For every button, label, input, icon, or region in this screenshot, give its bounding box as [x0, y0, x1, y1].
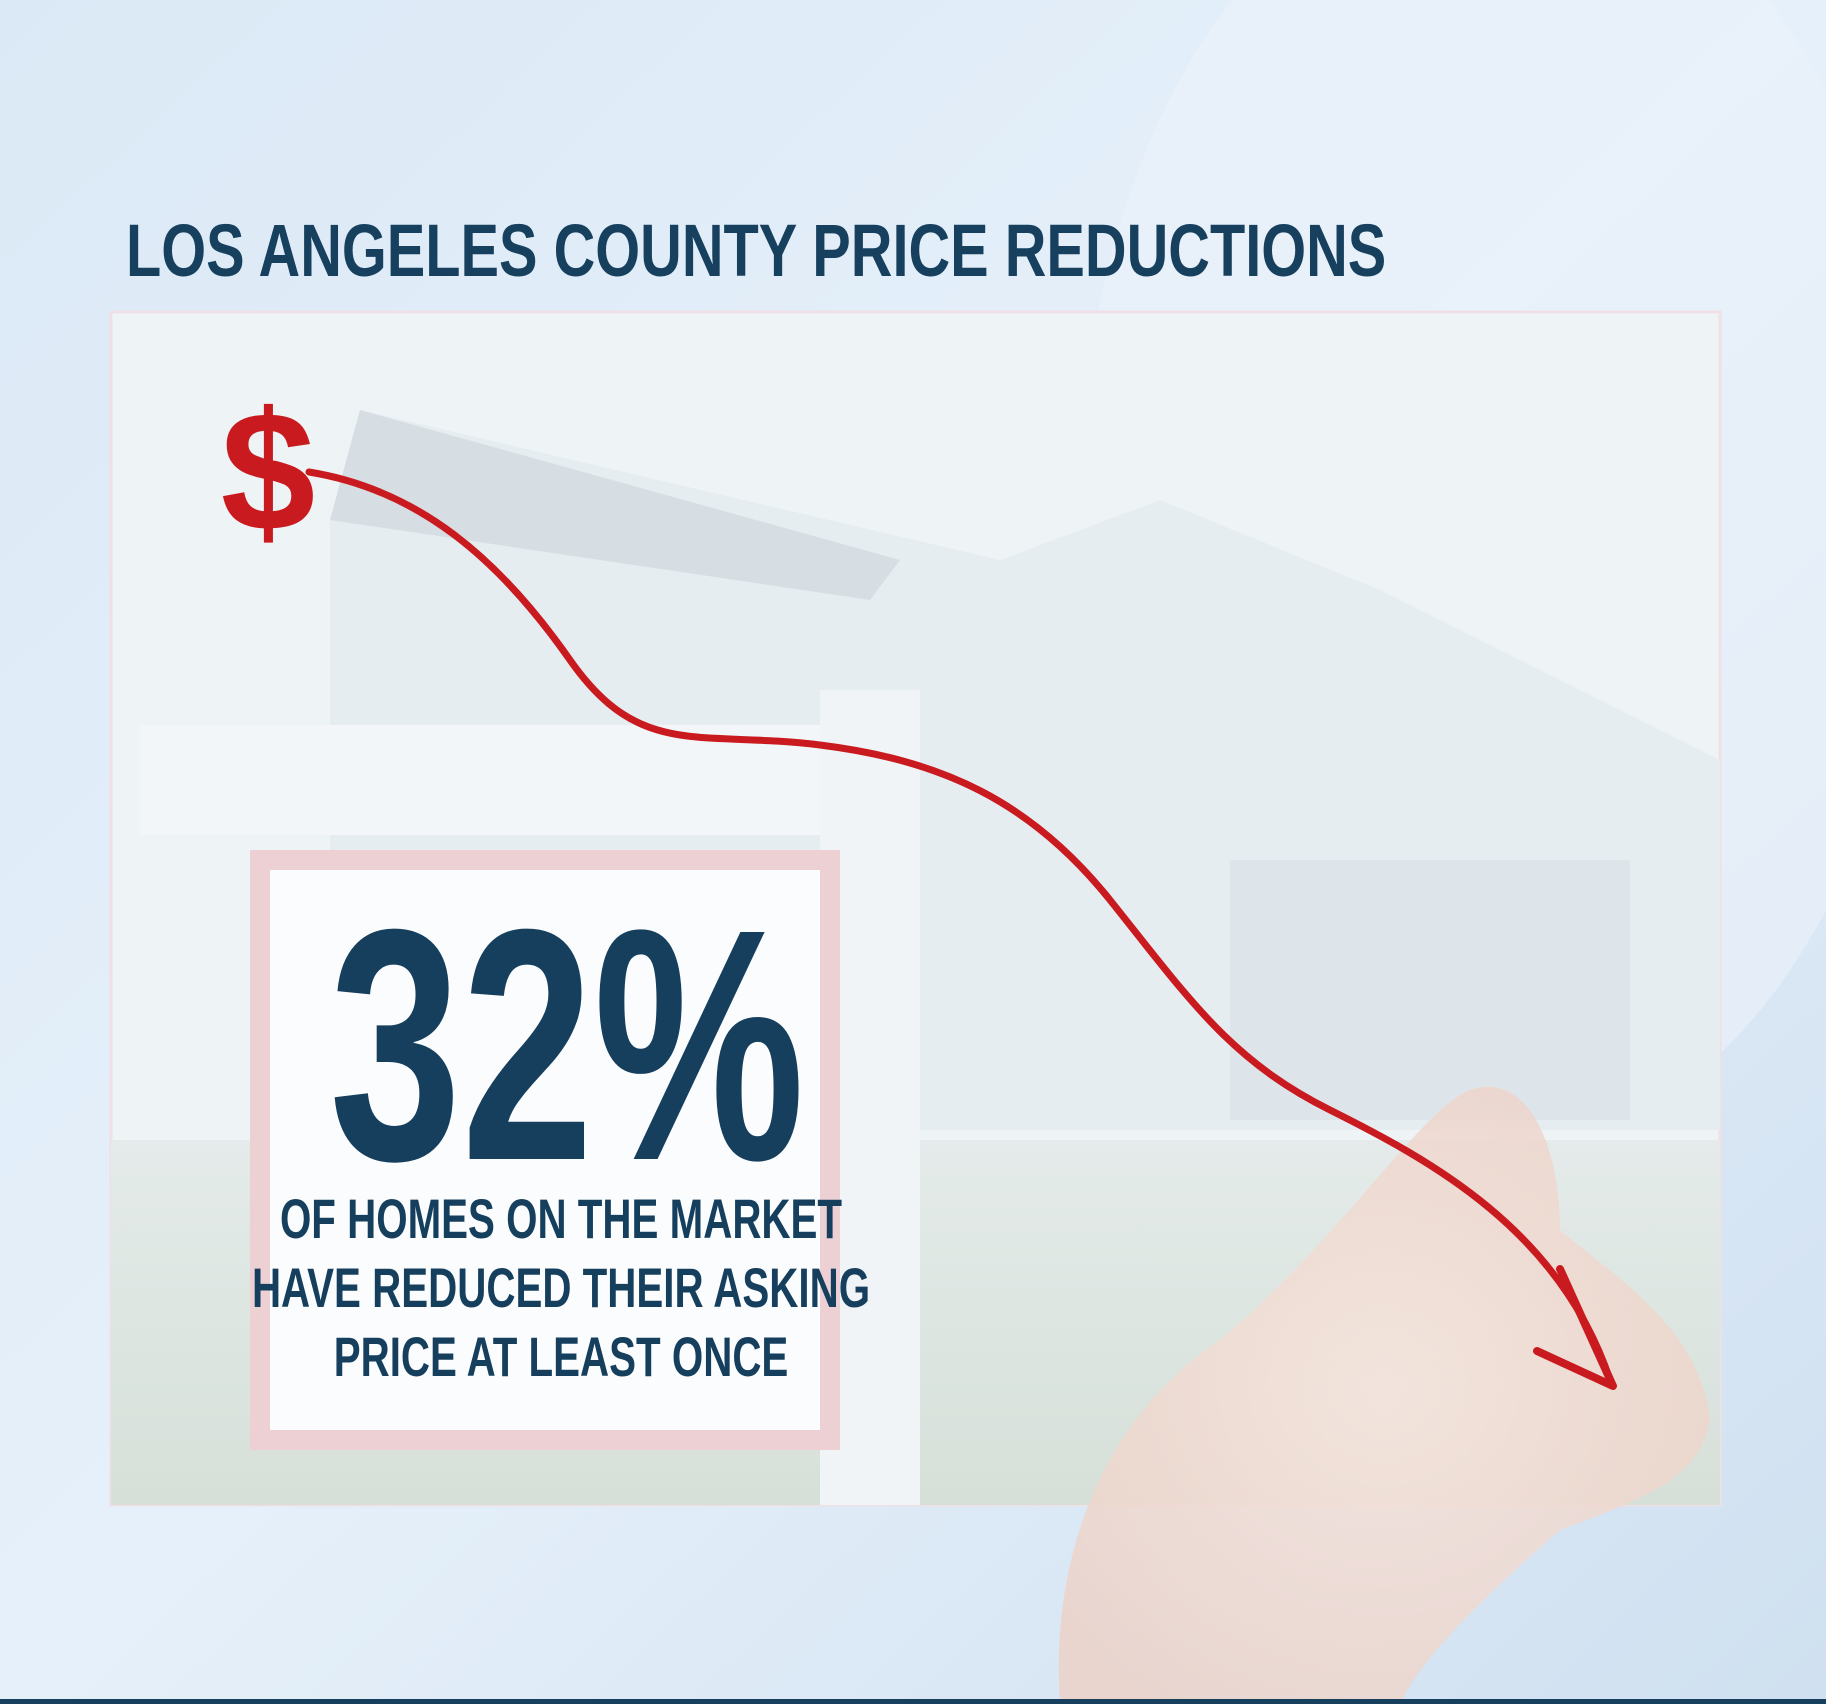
title: LOS ANGELES COUNTY PRICE REDUCTIONS [126, 210, 1386, 293]
stat-figure: 32% [329, 861, 805, 1229]
stat-line: HAVE REDUCED THEIR ASKING [252, 1258, 870, 1320]
roof [330, 410, 900, 600]
stat-line: PRICE AT LEAST ONCE [334, 1327, 789, 1389]
trend-line [305, 468, 1614, 1384]
arrow-head [1533, 1265, 1617, 1390]
title-group: LOS ANGELES COUNTY PRICE REDUCTIONS [126, 210, 1386, 293]
stat-figure-group: 32% [329, 861, 805, 1229]
stat-line-group: OF HOMES ON THE MARKET [280, 1189, 842, 1251]
dollar-sign: $ [221, 377, 316, 567]
stat-line: OF HOMES ON THE MARKET [280, 1189, 842, 1251]
bottom-rule [0, 1699, 1826, 1704]
stat-line-group: PRICE AT LEAST ONCE [334, 1327, 789, 1389]
stat-line-group: HAVE REDUCED THEIR ASKING [252, 1258, 870, 1320]
hand [1058, 1086, 1710, 1704]
porch [1230, 860, 1630, 1120]
sign-board [250, 850, 840, 1450]
